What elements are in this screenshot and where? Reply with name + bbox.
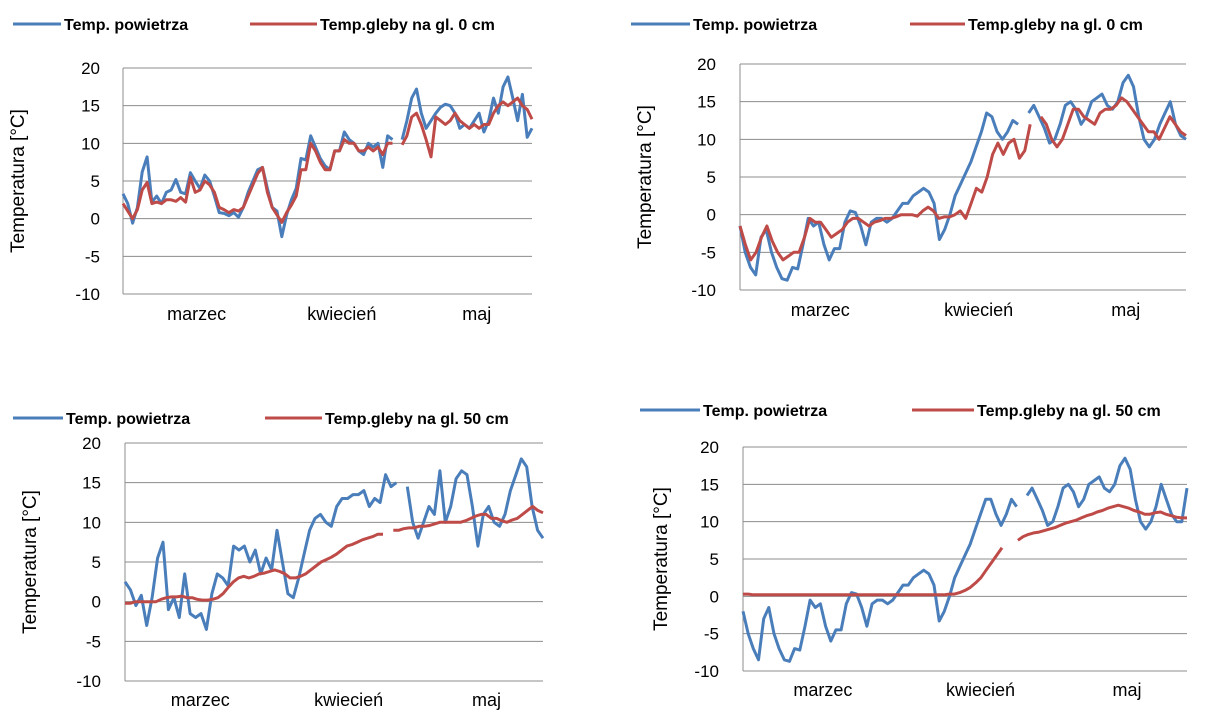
y-tick-label: -10 bbox=[694, 662, 719, 681]
series-line-air bbox=[741, 497, 1018, 663]
x-month-label: maj bbox=[1111, 300, 1140, 320]
y-tick-label: 15 bbox=[697, 93, 716, 112]
x-month-label: maj bbox=[462, 304, 491, 324]
y-tick-label: 5 bbox=[91, 172, 100, 191]
legend-label: Temp.gleby na gl. 50 cm bbox=[977, 403, 1161, 420]
series-line-soil bbox=[1039, 96, 1187, 149]
y-tick-label: 15 bbox=[700, 475, 719, 494]
y-axis-label: Temperatura [°C] bbox=[635, 105, 656, 249]
series-line-soil bbox=[400, 96, 534, 159]
legend-label: Temp.gleby na gl. 0 cm bbox=[968, 17, 1143, 34]
y-tick-label: -5 bbox=[704, 625, 719, 644]
chart-panel-top-left: -10 -5 0 5 10 15 20 Temperatura [°C] marzec kwiec… bbox=[8, 17, 534, 324]
x-month-label: kwiecień bbox=[307, 304, 376, 324]
series-line-air bbox=[738, 111, 1019, 282]
y-tick-label: -5 bbox=[86, 632, 101, 651]
x-month-label: marzec bbox=[171, 690, 230, 710]
series-line-soil bbox=[125, 532, 383, 605]
y-tick-label: 0 bbox=[92, 593, 101, 612]
y-tick-label: 0 bbox=[707, 206, 716, 225]
legend-label: Temp.gleby na gl. 50 cm bbox=[325, 411, 509, 428]
series-line-air bbox=[405, 457, 545, 548]
y-tick-label: 0 bbox=[710, 587, 719, 606]
series-line-air bbox=[123, 473, 398, 631]
x-month-label: marzec bbox=[167, 304, 226, 324]
x-month-label: marzec bbox=[793, 680, 852, 700]
y-tick-label: 10 bbox=[81, 134, 100, 153]
y-tick-label: -5 bbox=[85, 247, 100, 266]
chart-panel-bottom-right: -10 -5 0 5 10 15 20 Temperatura [°C] marzec kwiec… bbox=[640, 403, 1189, 700]
y-tick-label: 0 bbox=[91, 210, 100, 229]
series-line-soil bbox=[393, 505, 544, 532]
y-tick-label: -10 bbox=[75, 285, 100, 304]
y-tick-label: -10 bbox=[76, 672, 101, 691]
series-line-soil bbox=[1017, 503, 1187, 542]
x-month-label: kwiecień bbox=[314, 690, 383, 710]
y-tick-label: 15 bbox=[82, 474, 101, 493]
y-tick-label: 20 bbox=[82, 434, 101, 453]
legend-label: Temp.gleby na gl. 0 cm bbox=[320, 17, 495, 34]
x-month-label: kwiecień bbox=[946, 680, 1015, 700]
y-tick-label: 5 bbox=[92, 553, 101, 572]
y-axis-label: Temperatura [°C] bbox=[20, 490, 41, 634]
x-month-label: maj bbox=[1113, 680, 1142, 700]
y-tick-label: 10 bbox=[700, 513, 719, 532]
legend-label: Temp. powietrza bbox=[64, 17, 188, 34]
series-line-air bbox=[1025, 456, 1189, 531]
y-tick-label: 20 bbox=[81, 59, 100, 78]
y-tick-label: -5 bbox=[701, 243, 716, 262]
y-tick-label: 15 bbox=[81, 97, 100, 116]
x-month-label: kwiecień bbox=[944, 300, 1013, 320]
y-axis-label: Temperatura [°C] bbox=[651, 487, 672, 631]
y-axis-label: Temperatura [°C] bbox=[8, 109, 29, 253]
series-line-soil bbox=[121, 138, 393, 224]
legend-label: Temp. powietrza bbox=[66, 411, 190, 428]
series-line-air bbox=[121, 130, 394, 239]
legend-label: Temp. powietrza bbox=[703, 403, 827, 420]
x-month-label: maj bbox=[472, 690, 501, 710]
y-tick-label: 5 bbox=[710, 550, 719, 569]
chart-panel-top-right: -10 -5 0 5 10 15 20 Temperatura [°C] marzec kwiec… bbox=[631, 17, 1187, 320]
x-month-label: marzec bbox=[791, 300, 850, 320]
y-tick-label: 10 bbox=[697, 130, 716, 149]
y-tick-label: 20 bbox=[700, 438, 719, 457]
y-tick-label: 20 bbox=[697, 55, 716, 74]
chart-panel-bottom-left: -10 -5 0 5 10 15 20 Temperatura [°C] marzec kwiec… bbox=[13, 411, 545, 710]
series-line-soil bbox=[743, 546, 1004, 597]
y-tick-label: -10 bbox=[691, 281, 716, 300]
legend-label: Temp. powietrza bbox=[693, 17, 817, 34]
y-tick-label: 5 bbox=[707, 168, 716, 187]
y-tick-label: 10 bbox=[82, 513, 101, 532]
series-line-air bbox=[1027, 73, 1187, 149]
series-line-soil bbox=[738, 123, 1032, 262]
